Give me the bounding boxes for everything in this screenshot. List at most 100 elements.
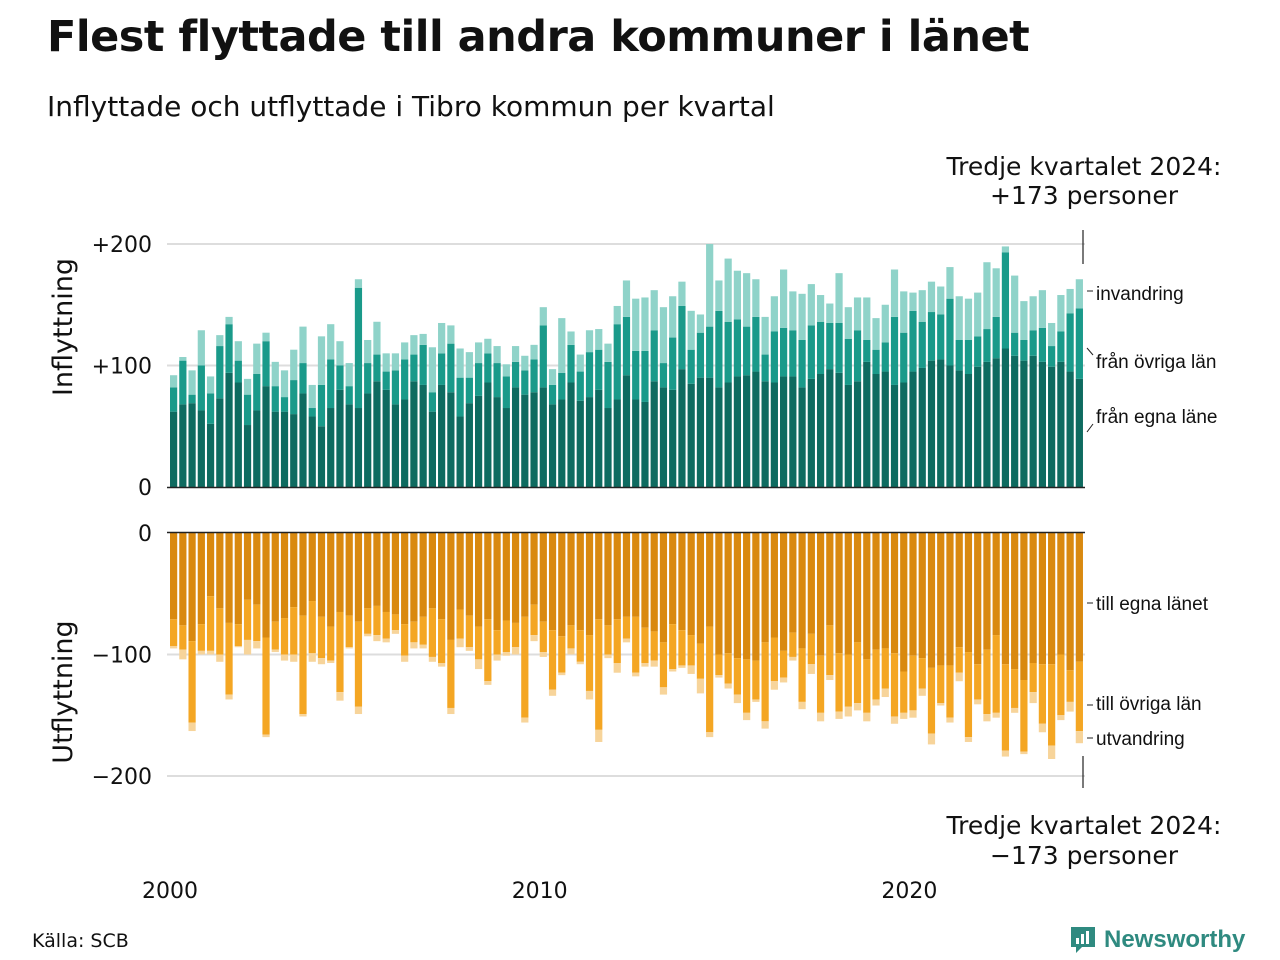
bar-in-2 [789,291,797,331]
bar-in-2 [807,284,815,326]
bar-in-0 [1075,378,1083,487]
bar-in-1 [881,342,889,372]
bar-in-2 [770,296,778,332]
bar-out-1 [752,660,760,700]
bar-out-1 [299,615,307,715]
bar-in-2 [511,346,520,362]
bar-in-1 [382,371,390,390]
bar-in-1 [317,384,326,427]
bar-out-0 [206,533,215,597]
bar-out-0 [354,533,363,622]
bar-out-1 [188,641,196,723]
bar-in-0 [576,400,584,487]
bar-in-2 [853,297,862,331]
bar-in-0 [890,384,899,487]
y-tick-label: +200 [92,233,152,258]
bar-in-2 [484,338,492,354]
bar-out-2 [308,653,316,662]
bar-in-0 [715,387,723,487]
bar-in-0 [780,376,788,487]
bar-out-2 [299,714,307,717]
bar-in-1 [890,316,899,385]
bar-in-0 [1057,361,1065,487]
bar-in-2 [234,341,242,361]
bar-out-1 [826,625,834,676]
bar-in-1 [179,360,187,405]
bar-out-1 [1048,664,1056,746]
bar-out-2 [724,683,732,689]
bar-out-2 [401,655,409,662]
bar-out-2 [780,677,788,683]
bar-out-1 [502,620,510,653]
bars [170,244,1083,759]
bar-in-2 [419,333,427,345]
bar-in-0 [170,411,178,487]
bar-out-2 [890,716,899,724]
bar-in-0 [253,410,261,487]
bar-out-0 [964,533,973,653]
bar-out-1 [493,630,501,655]
bar-in-0 [1048,366,1056,487]
bar-in-2 [530,344,538,360]
bar-out-2 [992,712,1000,718]
bar-in-2 [391,353,400,371]
bar-out-1 [918,658,926,689]
newsworthy-logo: Newsworthy [1068,924,1245,956]
bar-in-1 [724,321,732,383]
bar-out-2 [669,669,677,672]
bar-in-1 [844,338,852,385]
bar-out-0 [872,533,880,650]
bar-in-1 [225,324,233,373]
bar-in-1 [280,397,289,412]
bar-in-0 [604,408,612,487]
bar-in-2 [548,369,557,385]
bar-in-0 [946,365,954,487]
bar-in-1 [853,330,862,382]
bar-in-1 [539,325,547,388]
source-note: Källa: SCB [32,930,129,952]
bar-out-2 [752,699,760,702]
bar-out-0 [336,533,344,612]
bar-out-2 [983,714,991,722]
bar-in-2 [216,335,224,347]
bar-in-2 [364,339,372,364]
bar-out-1 [937,665,945,704]
bar-in-2 [576,354,584,372]
bar-out-1 [724,653,732,684]
bar-out-0 [669,533,677,625]
bar-out-1 [1029,663,1037,693]
bar-in-1 [1066,313,1074,372]
bar-in-2 [863,297,871,340]
bar-out-2 [1066,701,1074,712]
bar-in-2 [964,298,973,340]
bar-out-1 [336,611,344,693]
bar-in-2 [1048,322,1056,347]
bar-out-1 [465,615,473,648]
bar-out-2 [327,660,335,664]
bar-in-2 [659,307,668,364]
bar-in-1 [216,346,224,399]
bar-in-0 [1066,371,1074,487]
bar-out-1 [807,633,815,665]
bar-in-0 [789,376,797,487]
bar-out-1 [317,616,326,659]
bar-in-0 [955,370,963,487]
bar-out-2 [373,635,381,642]
bar-in-2 [373,321,381,355]
bar-out-0 [262,533,270,638]
bar-in-2 [733,270,741,320]
bar-in-2 [1029,296,1037,331]
bar-out-1 [761,642,769,722]
bar-in-1 [170,387,178,412]
bar-out-1 [567,625,575,649]
bar-out-0 [955,533,963,648]
bar-out-0 [1020,533,1028,681]
bar-in-1 [807,325,815,379]
y-tick-label: +100 [92,355,152,380]
bar-out-0 [918,533,926,659]
bar-in-1 [1029,330,1037,356]
bar-in-2 [946,267,954,299]
bar-in-0 [530,392,538,487]
bar-in-0 [613,399,621,487]
bar-in-2 [465,352,473,378]
